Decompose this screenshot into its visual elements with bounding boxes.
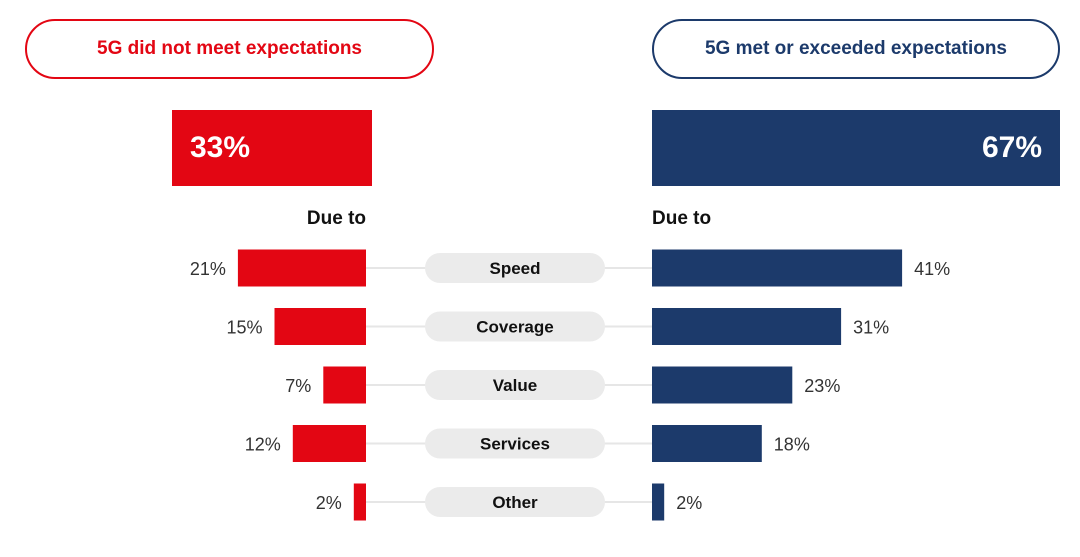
bar-not-met-speed <box>237 249 366 287</box>
bar-not-met-other <box>353 483 366 521</box>
value-label-met-services: 18% <box>774 435 810 455</box>
header-pill-met-label: 5G met or exceeded expectations <box>704 38 1007 59</box>
value-label-not-met-value: 7% <box>285 376 311 396</box>
value-label-not-met-other: 2% <box>316 493 342 513</box>
value-label-met-value: 23% <box>804 376 840 396</box>
bar-met-value <box>652 366 793 404</box>
header-pill-not-met: 5G did not meet expectations <box>25 19 434 79</box>
summary-value-met: 67% <box>981 131 1042 164</box>
due-to-heading-right: Due to <box>652 208 712 229</box>
category-pill-other <box>425 487 605 517</box>
bar-not-met-coverage <box>274 308 366 345</box>
value-label-not-met-coverage: 15% <box>226 318 262 338</box>
category-pill-coverage <box>425 311 605 342</box>
category-pill-services <box>425 428 605 459</box>
category-label-speed: Speed <box>489 259 540 278</box>
category-pill-speed <box>425 253 605 283</box>
value-label-met-speed: 41% <box>914 259 950 279</box>
summary-bar-not-met: 33% <box>172 110 372 186</box>
header-pill-met: 5G met or exceeded expectations <box>652 19 1060 79</box>
bar-met-services <box>652 425 762 462</box>
summary-bar-met: 67% <box>652 110 1060 186</box>
due-to-heading-left: Due to <box>306 208 366 229</box>
value-label-met-coverage: 31% <box>853 318 889 338</box>
bar-met-speed <box>652 249 903 287</box>
category-pill-value <box>425 370 605 400</box>
category-label-services: Services <box>480 435 550 454</box>
category-label-other: Other <box>492 493 538 512</box>
value-label-not-met-speed: 21% <box>190 259 226 279</box>
bar-met-other <box>652 483 665 521</box>
value-label-met-other: 2% <box>676 493 702 513</box>
bar-not-met-services <box>292 425 366 462</box>
category-label-value: Value <box>493 376 537 395</box>
summary-value-not-met: 33% <box>190 131 251 164</box>
value-label-not-met-services: 12% <box>245 435 281 455</box>
category-label-coverage: Coverage <box>476 318 553 337</box>
bar-not-met-value <box>323 366 366 404</box>
header-pill-not-met-label: 5G did not meet expectations <box>97 38 362 59</box>
bar-met-coverage <box>652 308 842 345</box>
